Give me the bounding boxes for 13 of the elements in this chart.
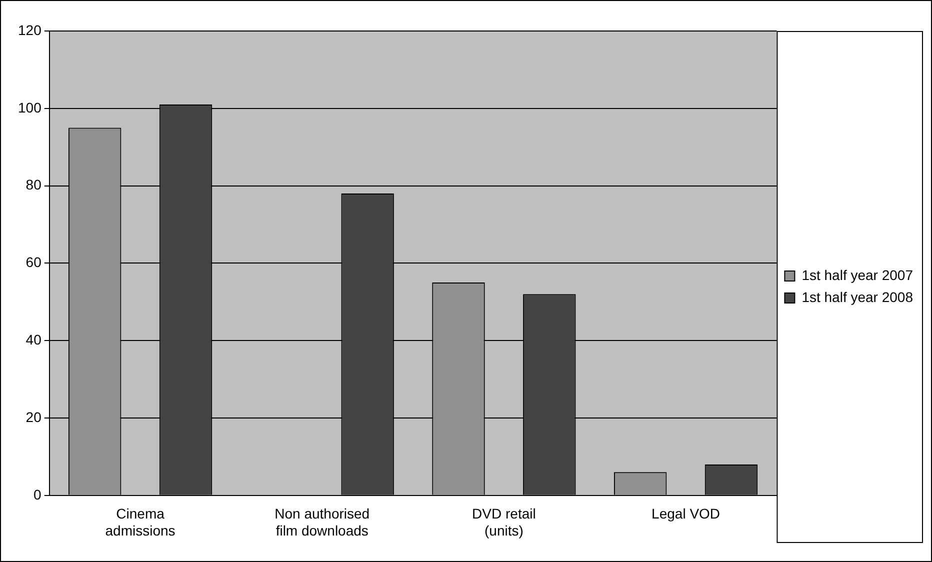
y-tick-label: 60 <box>26 254 42 270</box>
y-tick-label: 0 <box>34 486 42 502</box>
x-tick-label: Cinema admissions <box>105 506 176 538</box>
y-tick-label: 20 <box>26 408 42 425</box>
x-tick-label: Non authorised film downloads <box>274 506 370 538</box>
y-tick-label: 100 <box>18 99 42 116</box>
x-tick-label: DVD retail (units) <box>472 506 536 538</box>
y-tick-label: 80 <box>26 176 42 193</box>
y-tick-label: 40 <box>26 331 42 348</box>
x-tick-label: Legal VOD <box>652 506 720 522</box>
legend-label: 1st half year 2007 <box>802 266 914 283</box>
y-tick-label: 120 <box>18 22 42 38</box>
legend-label: 1st half year 2008 <box>802 288 914 305</box>
